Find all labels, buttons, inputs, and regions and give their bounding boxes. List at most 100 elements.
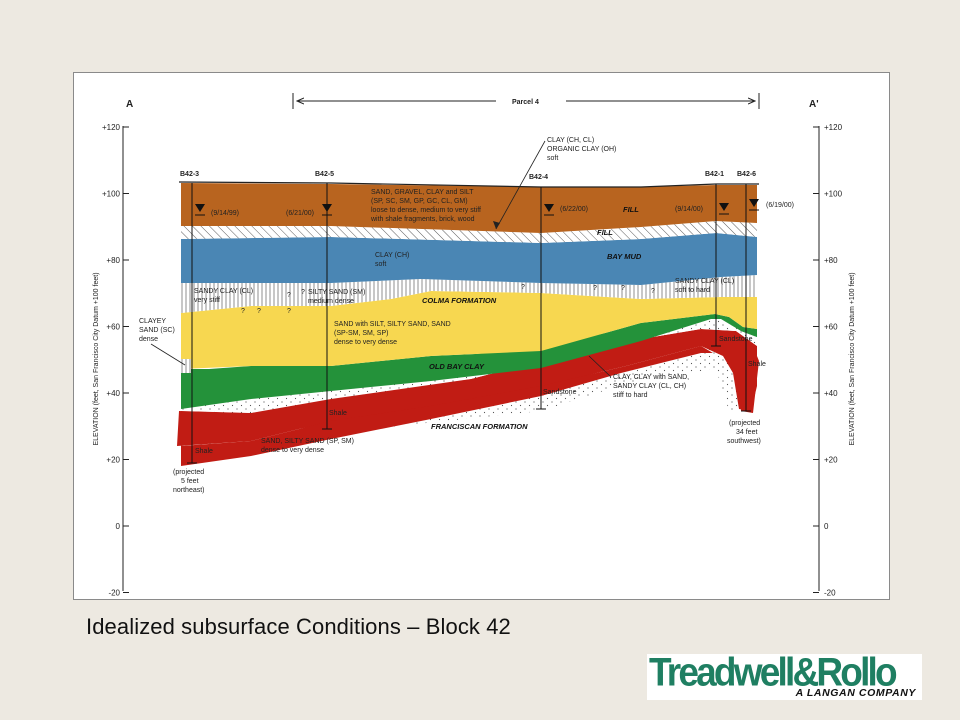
layer-label-franciscan: FRANCISCAN FORMATION bbox=[431, 422, 528, 431]
boring-id: B42-5 bbox=[315, 171, 334, 178]
svg-text:?: ? bbox=[621, 285, 625, 292]
boring-bottom-label: Shale bbox=[329, 410, 347, 417]
svg-text:?: ? bbox=[521, 284, 525, 291]
layer-sandy-clay bbox=[181, 275, 757, 313]
boring-note-line: southwest) bbox=[727, 438, 761, 445]
logo-subtitle: A LANGAN COMPANY bbox=[795, 687, 916, 699]
layer-fill bbox=[181, 183, 757, 233]
svg-text:SANDY CLAY (CL): SANDY CLAY (CL) bbox=[194, 288, 253, 295]
svg-text:?: ? bbox=[287, 292, 291, 299]
boring-date: (6/19/00) bbox=[766, 202, 794, 209]
layer-colma bbox=[181, 291, 757, 369]
layer-label-colma: COLMA FORMATION bbox=[422, 296, 497, 305]
svg-text:medium dense: medium dense bbox=[308, 298, 354, 305]
boring-b42-6: B42-6 (6/19/00) Shale (projected 34 feet… bbox=[727, 171, 794, 445]
svg-text:soft: soft bbox=[375, 261, 386, 268]
svg-text:CLAY (CH): CLAY (CH) bbox=[375, 252, 409, 259]
svg-text:SAND (SC): SAND (SC) bbox=[139, 327, 175, 334]
svg-text:very stiff: very stiff bbox=[194, 297, 220, 304]
boring-b42-5: B42-5 (6/21/00) Shale bbox=[286, 171, 347, 430]
svg-text:?: ? bbox=[257, 308, 261, 315]
axis-tick-label: +60 bbox=[106, 323, 120, 332]
boring-bottom-label: Sandstone bbox=[543, 389, 577, 396]
svg-text:?: ? bbox=[593, 285, 597, 292]
svg-text:CLAY, CLAY with SAND,: CLAY, CLAY with SAND, bbox=[613, 374, 689, 381]
layer-label-old-bay-clay: OLD BAY CLAY bbox=[429, 362, 485, 371]
svg-text:dense to very dense: dense to very dense bbox=[261, 447, 324, 454]
annotation-bay-mud-desc: CLAY (CH) soft bbox=[375, 252, 409, 268]
cross-section-figure: +120 +100 +80 +60 +40 +20 0 -20 +120 +100 +80 +60 +… bbox=[73, 72, 890, 600]
svg-text:stiff to hard: stiff to hard bbox=[613, 392, 648, 399]
svg-text:?: ? bbox=[301, 289, 305, 296]
boring-bottom-label: Shale bbox=[748, 361, 766, 368]
annotation-clay-sand: CLAY, CLAY with SAND, SANDY CLAY (CL, CH… bbox=[588, 355, 689, 399]
layer-clayey-sand bbox=[179, 359, 191, 373]
boring-note-line: (projected bbox=[729, 420, 760, 427]
svg-text:?: ? bbox=[287, 308, 291, 315]
svg-text:SAND, SILTY SAND (SP, SM): SAND, SILTY SAND (SP, SM) bbox=[261, 438, 354, 445]
boring-b42-1: B42-1 (9/14/00) Sandstone bbox=[675, 171, 753, 347]
axis-tick-label: +120 bbox=[824, 123, 843, 132]
svg-text:loose to dense, medium to very: loose to dense, medium to very stiff bbox=[371, 207, 481, 214]
axis-tick-label: +80 bbox=[824, 256, 838, 265]
axis-tick-label: -20 bbox=[108, 589, 120, 598]
layer-fill-lower bbox=[181, 221, 757, 243]
svg-text:SILTY SAND (SM): SILTY SAND (SM) bbox=[308, 289, 365, 296]
layer-label-fill-lower: FILL bbox=[597, 228, 613, 237]
left-elevation-axis: +120 +100 +80 +60 +40 +20 0 -20 bbox=[102, 123, 129, 598]
axis-tick-label: +60 bbox=[824, 323, 838, 332]
boring-note-line: (projected bbox=[173, 469, 204, 476]
parcel-dimension: Parcel 4 bbox=[292, 93, 760, 109]
svg-text:?: ? bbox=[241, 308, 245, 315]
ground-surface-line bbox=[178, 181, 759, 188]
axis-tick-label: 0 bbox=[116, 522, 121, 531]
axis-tick-label: +40 bbox=[824, 389, 838, 398]
boring-b42-4: B42-4 (6/22/00) Sandstone bbox=[529, 174, 588, 410]
left-axis-title: ELEVATION (feet, San Francisco City Datu… bbox=[93, 272, 100, 445]
layer-bay-mud bbox=[181, 233, 757, 285]
boring-date: (6/22/00) bbox=[560, 206, 588, 213]
boring-bottom-label: Sandstone bbox=[719, 336, 753, 343]
svg-text:soft to hard: soft to hard bbox=[675, 287, 710, 294]
boring-date: (9/14/99) bbox=[211, 210, 239, 217]
layer-dense-sand bbox=[181, 346, 713, 466]
boring-bottom-label: Shale bbox=[195, 448, 213, 455]
svg-text:SANDY CLAY (CL, CH): SANDY CLAY (CL, CH) bbox=[613, 383, 686, 390]
annotation-fill-desc: SAND, GRAVEL, CLAY and SILT (SP, SC, SM,… bbox=[370, 189, 481, 223]
axis-tick-label: +100 bbox=[102, 190, 121, 199]
question-marks: ? ? ? ? ? ? ? ? ? bbox=[241, 284, 655, 315]
annotation-sand-lower: SAND, SILTY SAND (SP, SM) dense to very … bbox=[261, 438, 354, 454]
annotation-sandy-clay-left: SANDY CLAY (CL) very stiff bbox=[194, 288, 253, 304]
axis-tick-label: 0 bbox=[824, 522, 829, 531]
boring-id: B42-4 bbox=[529, 174, 548, 181]
svg-text:ORGANIC CLAY (OH): ORGANIC CLAY (OH) bbox=[547, 146, 616, 153]
svg-text:SAND with SILT, SILTY SAND, SA: SAND with SILT, SILTY SAND, SAND bbox=[334, 321, 451, 328]
boring-id: B42-1 bbox=[705, 171, 724, 178]
boring-b42-3: B42-3 (9/14/99) Shale (projected 5 feet … bbox=[173, 171, 239, 494]
right-axis-title: ELEVATION (feet, San Francisco City Datu… bbox=[849, 272, 856, 445]
svg-text:?: ? bbox=[651, 288, 655, 295]
axis-tick-label: +120 bbox=[102, 123, 121, 132]
layer-franciscan-body bbox=[177, 329, 757, 446]
boring-id: B42-6 bbox=[737, 171, 756, 178]
axis-tick-label: +100 bbox=[824, 190, 843, 199]
annotation-silty-sand: SILTY SAND (SM) medium dense bbox=[308, 289, 365, 305]
svg-text:SANDY CLAY (CL): SANDY CLAY (CL) bbox=[675, 278, 734, 285]
axis-tick-label: +20 bbox=[106, 456, 120, 465]
boring-note-line: 34 feet bbox=[736, 429, 757, 436]
axis-tick-label: -20 bbox=[824, 589, 836, 598]
svg-text:CLAYEY: CLAYEY bbox=[139, 318, 166, 325]
layer-old-bay-clay-body bbox=[181, 314, 757, 409]
boring-note-line: 5 feet bbox=[181, 478, 199, 485]
svg-text:(SP-SM, SM, SP): (SP-SM, SM, SP) bbox=[334, 330, 388, 337]
axis-tick-label: +40 bbox=[106, 389, 120, 398]
cross-section-diagram: +120+100+80+60+40+200-20 +120+100+80+60+… bbox=[93, 93, 856, 598]
figure-caption: Idealized subsurface Conditions – Block … bbox=[86, 614, 511, 639]
annotation-clay-top: CLAY (CH, CL) ORGANIC CLAY (OH) soft bbox=[493, 137, 616, 230]
svg-text:SAND, GRAVEL, CLAY and SILT: SAND, GRAVEL, CLAY and SILT bbox=[371, 189, 474, 196]
axis-tick-label: +20 bbox=[824, 456, 838, 465]
treadwell-rollo-logo: Treadwell&Rollo A LANGAN COMPANY bbox=[647, 650, 922, 700]
boring-id: B42-3 bbox=[180, 171, 199, 178]
parcel-label: Parcel 4 bbox=[512, 99, 539, 106]
boring-date: (6/21/00) bbox=[286, 210, 314, 217]
